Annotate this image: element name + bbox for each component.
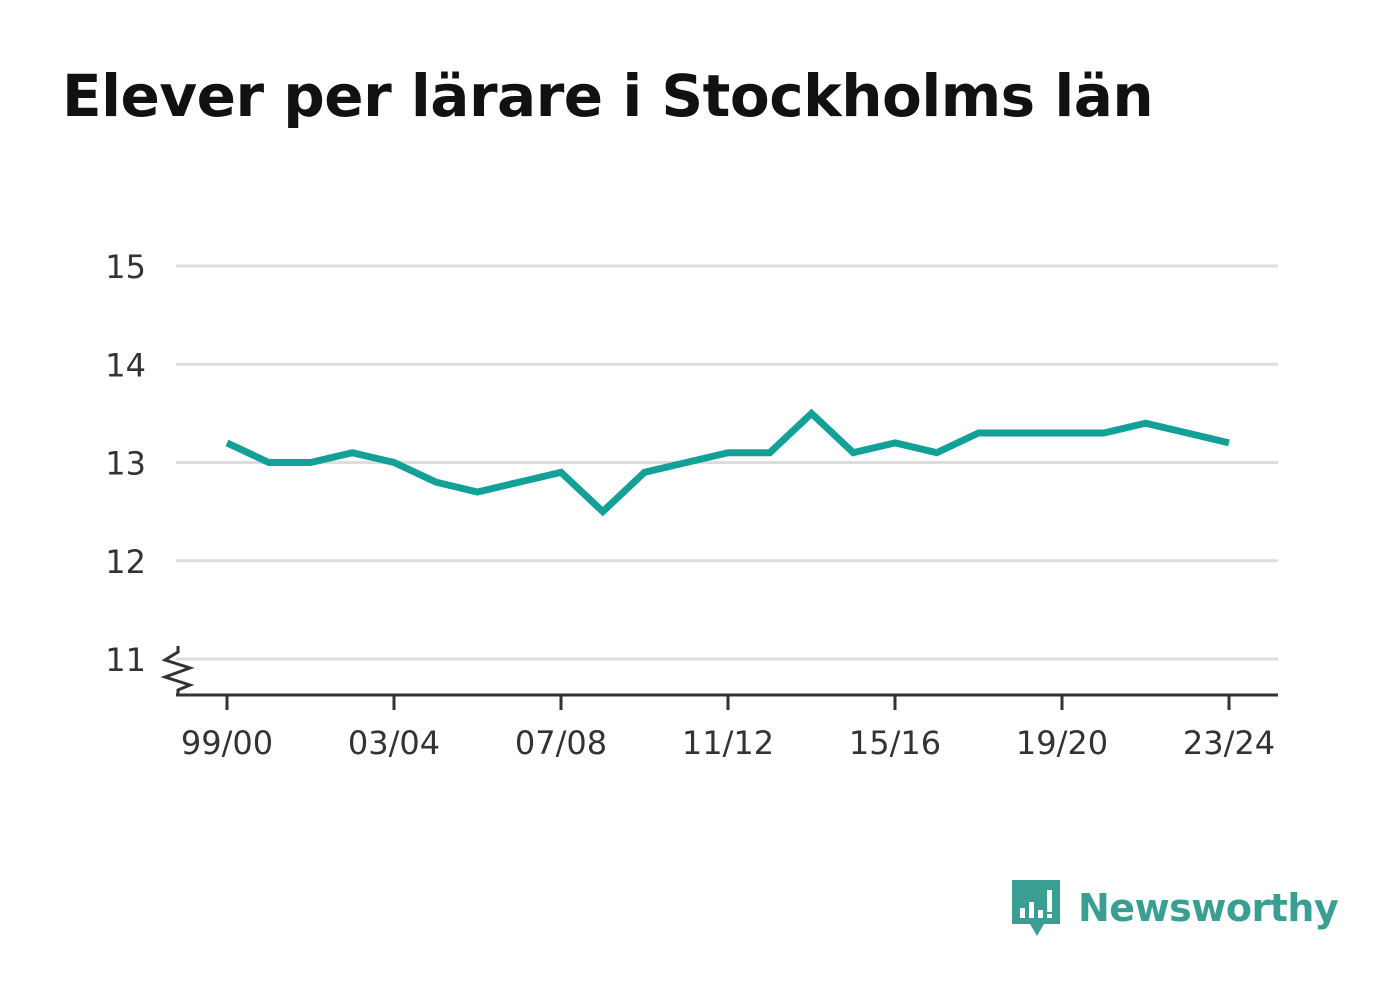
data-point — [310, 462, 312, 464]
data-point — [351, 452, 353, 454]
x-tick-label: 15/16 — [849, 724, 941, 762]
data-point — [727, 452, 729, 454]
y-axis-ticks: 11 12 13 14 15 — [105, 248, 146, 679]
x-tick-label: 99/00 — [181, 724, 273, 762]
gridlines — [176, 264, 1278, 661]
data-point — [1186, 432, 1188, 434]
data-point — [1145, 422, 1147, 424]
data-point — [393, 462, 395, 464]
data-point — [978, 432, 980, 434]
data-point — [226, 442, 228, 444]
data-point — [268, 462, 270, 464]
data-point — [685, 462, 687, 464]
data-point — [518, 481, 520, 483]
x-tick-label: 07/08 — [515, 724, 607, 762]
data-point — [894, 442, 896, 444]
axis-break-icon — [160, 646, 195, 695]
data-point — [435, 481, 437, 483]
brand-name: Newsworthy — [1078, 886, 1339, 930]
data-point — [1103, 432, 1105, 434]
y-tick-label: 14 — [105, 346, 146, 384]
data-point — [602, 511, 604, 513]
data-point — [1228, 442, 1230, 444]
y-tick-label: 15 — [105, 248, 146, 286]
data-point — [477, 491, 479, 493]
data-point — [769, 452, 771, 454]
data-point — [852, 452, 854, 454]
x-tick-label: 11/12 — [682, 724, 774, 762]
chart-title: Elever per lärare i Stockholms län — [62, 62, 1154, 130]
x-tick-label: 23/24 — [1183, 724, 1275, 762]
y-tick-label: 13 — [105, 445, 146, 483]
brand-logo: Newsworthy — [1010, 878, 1339, 938]
x-tick-label: 03/04 — [348, 724, 440, 762]
axes — [160, 646, 1278, 697]
y-tick-label: 12 — [105, 543, 146, 581]
data-point — [811, 412, 813, 414]
data-point — [936, 452, 938, 454]
x-axis-ticks: 99/00 03/04 07/08 11/12 15/16 19/20 23/24 — [181, 695, 1275, 762]
data-point — [1019, 432, 1021, 434]
series-line — [225, 408, 1230, 517]
y-tick-label: 11 — [105, 641, 146, 679]
data-point — [1061, 432, 1063, 434]
series-layer — [225, 408, 1230, 517]
data-point — [560, 471, 562, 473]
newsworthy-logo-icon — [1012, 880, 1060, 936]
x-tick-label: 19/20 — [1016, 724, 1108, 762]
data-point — [644, 471, 646, 473]
